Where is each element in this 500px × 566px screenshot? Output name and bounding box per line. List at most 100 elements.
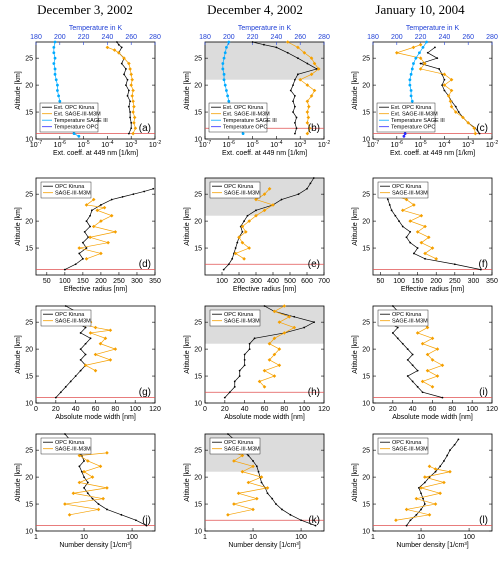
data-point [479,268,482,271]
data-point [56,83,59,87]
y-tick-label: 20 [362,83,370,90]
data-point [85,220,88,223]
data-point [303,326,306,329]
legend-box [39,102,99,133]
data-point [88,235,92,240]
data-point [248,342,251,345]
data-point [425,368,430,373]
data-point [98,341,103,346]
y-axis-label: Altitude [km] [15,71,22,110]
data-point [408,83,412,87]
data-point [64,305,67,307]
y-axis-label: Altitude [km] [184,335,191,374]
x-axis-label: Number density [1/cm³] [396,542,468,549]
plot-frame [35,177,156,276]
data-point [152,187,155,190]
data-point [131,110,135,114]
data-point [132,104,136,109]
data-point [415,230,420,234]
data-point [424,257,426,260]
data-point [309,56,314,60]
legend-entry: OPC Kiruna [392,440,422,446]
y-tick-label: 15 [25,110,33,117]
x-tick-label: 80 [280,406,288,413]
data-point [85,247,88,249]
y-tick-label: 25 [362,320,370,327]
legend-entry: SAGE-III-M3M [392,447,428,453]
y-tick-label: 25 [194,56,202,63]
data-point [411,353,414,356]
data-point [238,375,241,377]
y-tick-label: 25 [194,448,202,455]
x-axis-label: Absolute mode width [nm] [224,414,305,421]
x-tick-label: 100 [129,406,141,413]
data-point [420,492,422,495]
data-point [130,127,133,130]
data-point [97,503,100,505]
data-point [449,104,454,109]
y-axis-label: Altitude [km] [184,71,191,110]
data-point [434,470,437,473]
data-point [472,126,477,131]
data-point [254,197,258,202]
series-line [223,177,315,270]
legend-entry: SAGE-III-M3M [392,191,428,197]
data-point [412,62,415,65]
series-ext-sage-iii-m3m [105,45,138,136]
data-point [226,94,230,98]
y-tick-label: 15 [25,246,33,253]
data-point [265,486,270,490]
data-point [81,257,84,260]
top-axis-label: Temperature in K [69,25,123,32]
data-point [227,263,230,266]
top-tick-label: 220 [78,34,90,41]
series-line [64,188,154,270]
legend-entry: OPC Kiruna [55,184,85,190]
x-tick-label: 20 [221,406,229,413]
data-point [313,321,315,324]
data-point [404,507,409,512]
y-axis-label: Altitude [km] [184,207,191,246]
data-point [294,105,296,108]
data-point [79,332,82,334]
plot-frame [372,41,493,140]
data-point [419,213,424,218]
data-point [449,88,454,93]
panel-a: 10 15 20 25 10-7 10-6 10-5 10-4 10-3 10-2 Ext. coe… [15,25,161,157]
x-tick-label: 400 [267,278,279,285]
data-point [247,219,251,223]
x-axis-label: Number density [1/cm³] [228,542,300,549]
top-tick-label: 180 [30,34,42,41]
data-point [277,320,282,324]
data-point [403,132,407,136]
data-point [123,73,125,76]
data-point [443,78,446,81]
data-point [234,247,237,249]
y-tick-label: 10 [362,529,370,536]
data-point [57,94,61,98]
data-point [394,518,398,523]
y-tick-label: 20 [25,219,33,226]
data-point [125,84,127,87]
top-tick-label: 240 [271,34,283,41]
x-tick-label: 10-6 [54,140,66,149]
legend-box [40,437,92,455]
data-point [423,251,427,256]
data-point [223,83,227,87]
panel-h: 10 15 20 25 0 20 40 60 80 100 120 Absolute mode wid… [184,304,330,421]
panel-f: 15 20 25 50 100 150 200 250 300 350 Effective radi… [352,177,498,293]
x-axis-label: Absolute mode width [nm] [392,414,473,421]
data-point [91,197,96,202]
legend-entry: Ext. SAGE-III-M3M [223,112,270,118]
data-point [252,460,254,462]
column-titles: December 3, 2002 December 4, 2002 Januar… [37,2,465,17]
series-temperature-sage-iii [408,40,428,114]
data-point [86,492,89,495]
panel-e: 15 20 25 100 200 300 400 500 600 700 Effective rad… [184,177,330,293]
x-tick-label: 60 [429,406,437,413]
